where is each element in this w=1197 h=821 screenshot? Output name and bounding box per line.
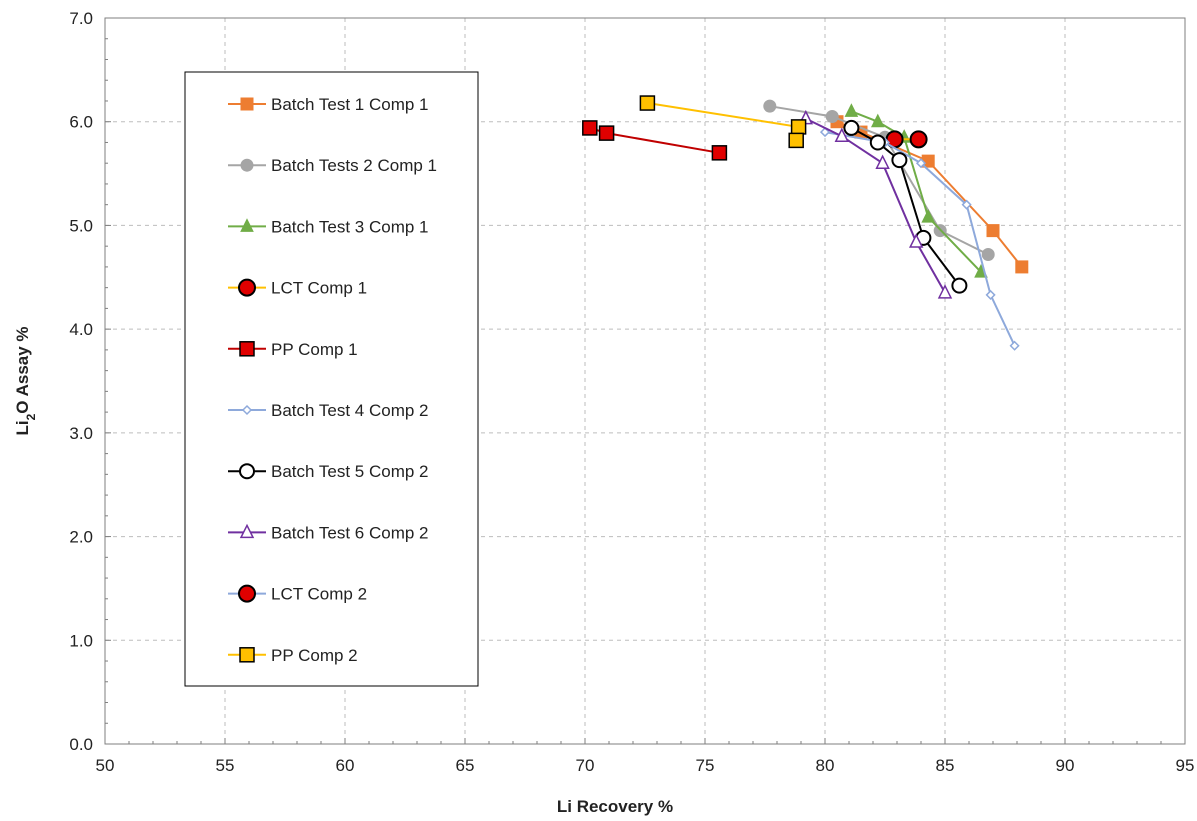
- legend: Batch Test 1 Comp 1 Batch Tests 2 Comp 1 B…: [184, 71, 479, 687]
- data-point: [834, 127, 850, 142]
- legend-label: Batch Test 1 Comp 1: [271, 95, 429, 114]
- x-tick-label: 85: [936, 756, 955, 775]
- legend-label: Batch Test 4 Comp 2: [271, 401, 429, 420]
- data-point: [582, 120, 598, 136]
- series-2: [763, 99, 995, 261]
- x-tick-label: 90: [1056, 756, 1075, 775]
- data-point: [921, 209, 936, 223]
- x-tick-label: 80: [816, 756, 835, 775]
- legend-label: Batch Test 3 Comp 1: [271, 217, 429, 236]
- legend-entry: LCT Comp 2: [228, 584, 367, 604]
- x-tick-label: 55: [216, 756, 235, 775]
- series-5: [582, 120, 728, 161]
- data-point: [937, 284, 953, 299]
- data-point: [951, 277, 968, 294]
- x-tick-label: 65: [456, 756, 475, 775]
- legend-label: LCT Comp 1: [271, 279, 367, 298]
- data-point: [985, 289, 996, 300]
- legend-entry: Batch Test 3 Comp 1: [228, 217, 429, 236]
- plot-border: [104, 17, 1186, 745]
- data-point: [870, 113, 885, 128]
- data-point: [763, 99, 777, 113]
- data-point: [908, 233, 924, 248]
- legend-swatch-marker: [239, 463, 255, 480]
- legend-swatch-marker: [240, 218, 254, 232]
- data-point: [1015, 260, 1029, 274]
- data-point: [869, 134, 886, 151]
- y-tick-label: 6.0: [69, 113, 93, 132]
- series-1: [830, 115, 1029, 274]
- legend-swatch-marker: [239, 341, 255, 357]
- data-point: [1009, 340, 1020, 351]
- data-point: [891, 152, 908, 169]
- data-point: [711, 145, 728, 161]
- x-tick-label: 50: [96, 756, 115, 775]
- data-point: [986, 224, 1000, 238]
- legend-swatch-marker: [238, 584, 256, 603]
- legend-entry: Batch Tests 2 Comp 1: [228, 156, 437, 175]
- data-point: [825, 110, 839, 124]
- data-point: [639, 95, 656, 111]
- legend-entry: Batch Test 1 Comp 1: [228, 95, 429, 114]
- legend-entry: Batch Test 5 Comp 2: [228, 462, 429, 481]
- y-tick-label: 3.0: [69, 424, 93, 443]
- data-point: [843, 119, 860, 136]
- y-tick-label: 1.0: [69, 631, 93, 650]
- legend-swatch-marker: [240, 158, 254, 172]
- series-8: [798, 109, 953, 299]
- legend-entry: PP Comp 1: [228, 340, 358, 359]
- data-point: [961, 199, 972, 210]
- data-point: [909, 130, 928, 149]
- legend-label: Batch Tests 2 Comp 1: [271, 156, 437, 175]
- legend-entry: PP Comp 2: [228, 646, 358, 665]
- y-tick-label: 4.0: [69, 320, 93, 339]
- data-point: [598, 125, 615, 141]
- legend-swatch-marker: [239, 647, 255, 663]
- data-point: [844, 103, 859, 117]
- data-point: [915, 158, 927, 169]
- data-point: [819, 127, 831, 138]
- x-axis-title: Li Recovery %: [557, 797, 673, 816]
- legend-label: PP Comp 2: [271, 646, 358, 665]
- legend-swatch-marker: [239, 523, 255, 539]
- legend-label: Batch Test 6 Comp 2: [271, 523, 429, 542]
- x-tick-label: 70: [576, 756, 595, 775]
- legend-swatch-marker: [238, 278, 256, 297]
- legend-entry: Batch Test 4 Comp 2: [228, 401, 429, 420]
- x-tick-label: 60: [336, 756, 355, 775]
- legend-swatch-marker: [241, 404, 253, 416]
- legend-label: PP Comp 1: [271, 340, 358, 359]
- data-point: [875, 154, 890, 169]
- y-axis-title: Li2O Assay %: [13, 326, 38, 435]
- legend-entry: LCT Comp 1: [228, 278, 367, 298]
- data-point: [790, 119, 807, 135]
- legend-entry: Batch Test 6 Comp 2: [228, 523, 429, 542]
- y-tick-label: 5.0: [69, 216, 93, 235]
- y-tick-label: 2.0: [69, 528, 93, 547]
- legend-box: [184, 71, 479, 687]
- legend-label: LCT Comp 2: [271, 585, 367, 604]
- series-7: [843, 119, 968, 294]
- data-point: [981, 247, 995, 261]
- x-tick-label: 75: [696, 756, 715, 775]
- y-tick-label: 7.0: [69, 9, 93, 28]
- legend-swatch-marker: [240, 97, 254, 111]
- data-point: [788, 132, 804, 149]
- legend-label: Batch Test 5 Comp 2: [271, 462, 429, 481]
- x-tick-label: 95: [1176, 756, 1195, 775]
- series-10: [639, 95, 807, 149]
- y-tick-label: 0.0: [69, 735, 93, 754]
